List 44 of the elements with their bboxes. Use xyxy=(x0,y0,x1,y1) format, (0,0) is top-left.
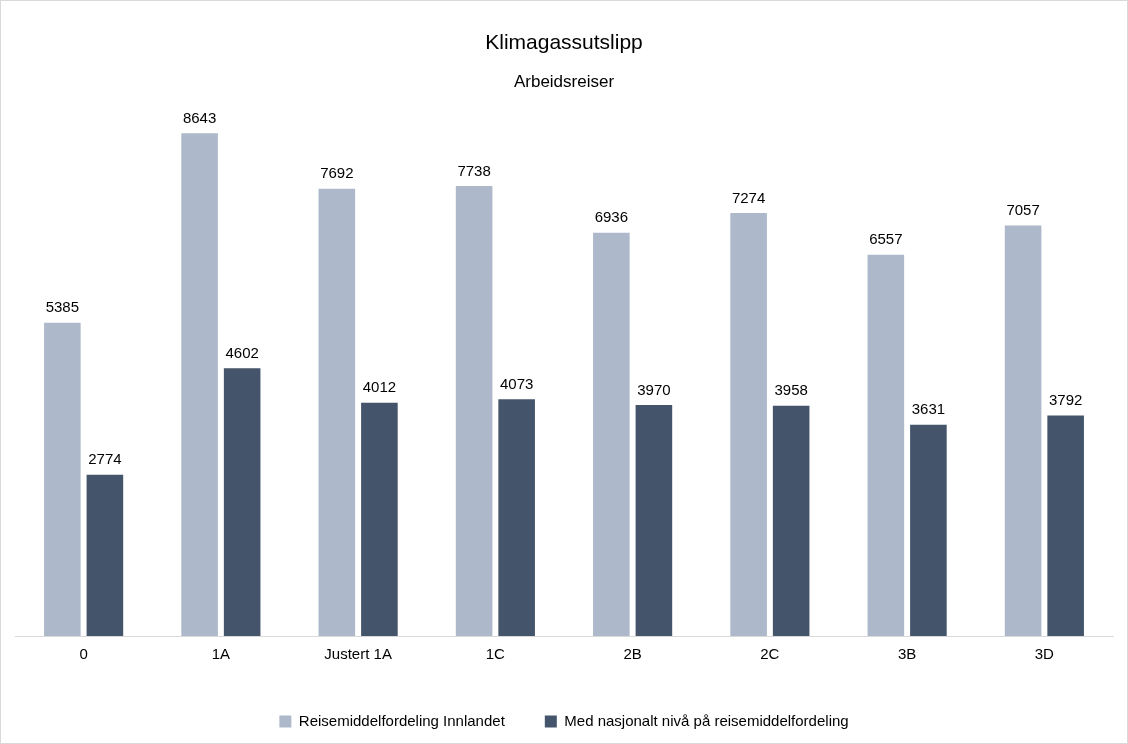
bar xyxy=(361,402,398,636)
bar xyxy=(44,322,81,636)
bar xyxy=(1004,225,1042,636)
data-label: 3631 xyxy=(911,400,946,418)
bar xyxy=(86,474,124,636)
data-label: 4012 xyxy=(362,378,397,396)
data-label: 5385 xyxy=(45,298,80,316)
x-tick-label: 2B xyxy=(623,645,642,663)
data-label: 8643 xyxy=(182,109,217,126)
data-label: 4073 xyxy=(499,374,534,392)
bar xyxy=(455,185,493,636)
chart-title: Klimagassutslipp xyxy=(485,30,643,54)
bar xyxy=(593,232,630,636)
data-label: 7692 xyxy=(320,164,354,182)
bar xyxy=(223,368,261,636)
legend-label: Med nasjonalt nivå på reisemiddelfordeling xyxy=(564,711,849,729)
data-label: 6557 xyxy=(869,230,903,248)
chart-subtitle: Arbeidsreiser xyxy=(513,72,615,92)
x-tick-label: Justert 1A xyxy=(324,645,392,663)
bar xyxy=(318,188,356,636)
data-label: 2774 xyxy=(88,450,122,468)
bar xyxy=(181,133,218,636)
bar xyxy=(730,212,767,636)
x-tick-label: 1A xyxy=(211,645,231,663)
bar xyxy=(1047,415,1084,636)
data-label: 6936 xyxy=(594,208,629,226)
x-tick-label: 3D xyxy=(1034,645,1055,663)
data-label: 3958 xyxy=(774,381,808,399)
legend-label: Reisemiddelfordeling Innlandet xyxy=(298,711,506,729)
x-tick-label: 0 xyxy=(79,645,88,663)
bar xyxy=(498,399,535,636)
data-label: 7738 xyxy=(457,161,491,179)
bar xyxy=(910,424,947,636)
data-label: 7274 xyxy=(731,188,766,206)
x-tick-label: 2C xyxy=(760,645,780,663)
bar xyxy=(772,405,810,636)
data-label: 4602 xyxy=(225,344,259,362)
bar xyxy=(635,405,673,636)
x-tick-label: 3B xyxy=(897,645,917,663)
data-label: 3970 xyxy=(637,380,671,398)
x-tick-label: 1C xyxy=(485,645,506,663)
data-label: 7057 xyxy=(1006,201,1040,219)
data-label: 3792 xyxy=(1048,391,1083,409)
bar xyxy=(867,254,905,636)
